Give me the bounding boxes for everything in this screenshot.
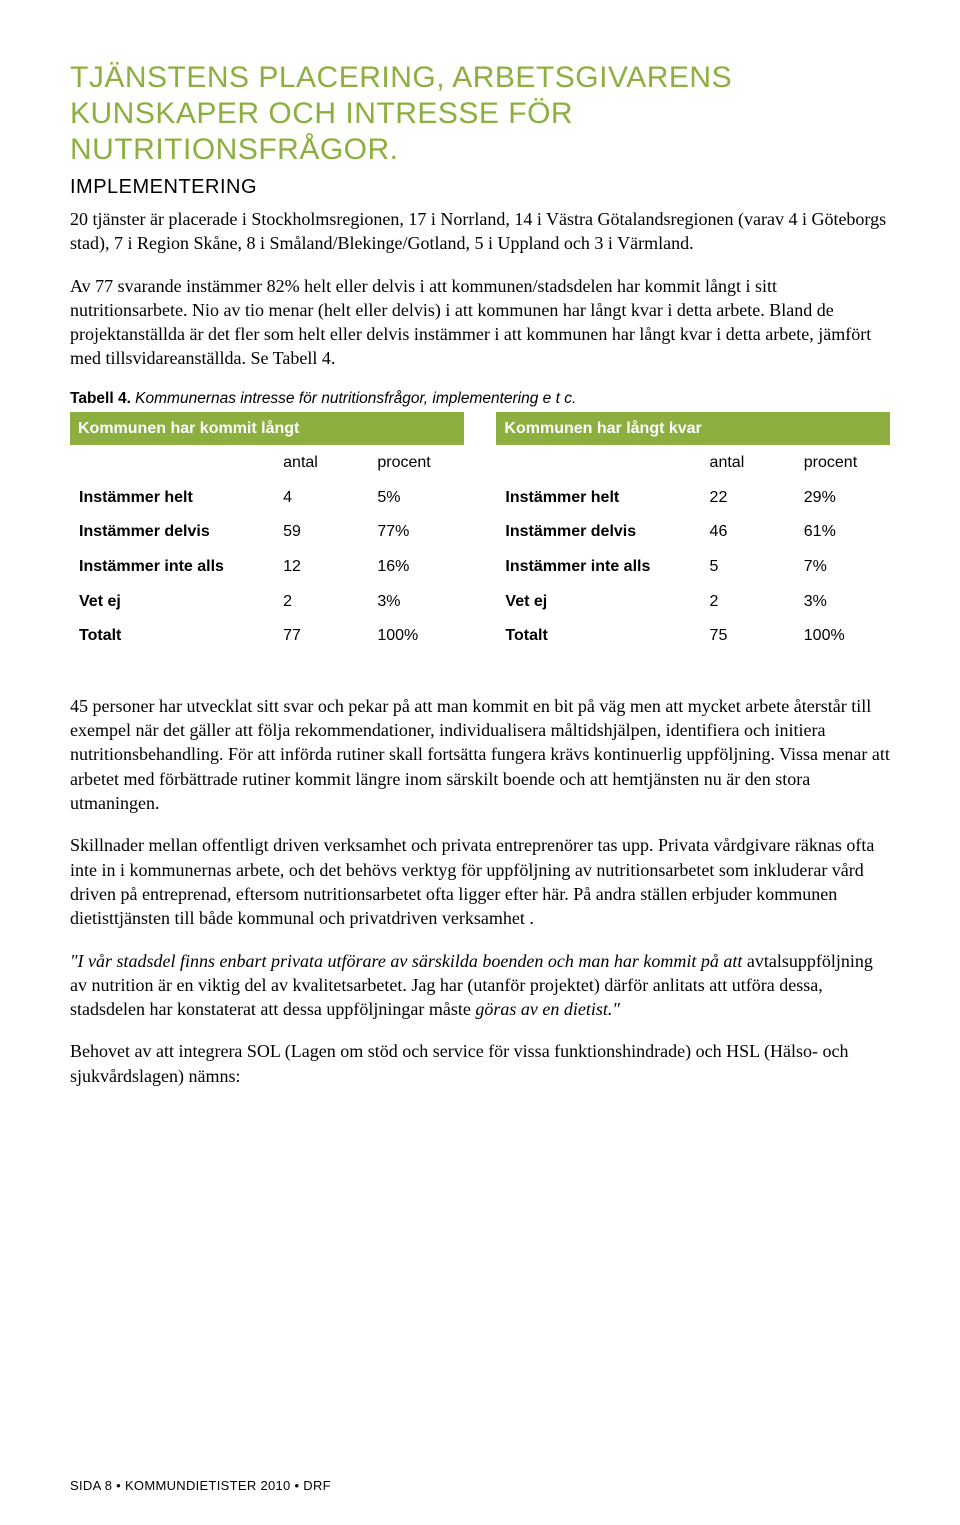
quote-italic-close: göras av en dietist.": [471, 999, 620, 1019]
table-cell: 29%: [795, 480, 889, 515]
table-header-cell: antal: [701, 446, 795, 481]
page-footer: SIDA 8 • KOMMUNDIETISTER 2010 • DRF: [70, 1477, 331, 1495]
table-row: Instämmer helt2229%: [497, 480, 890, 515]
page-title: TJÄNSTENS PLACERING, ARBETSGIVARENS KUNS…: [70, 60, 890, 168]
table-cell: 61%: [795, 515, 889, 550]
table-right-title: Kommunen har långt kvar: [496, 412, 890, 446]
table-caption: Tabell 4. Kommunernas intresse för nutri…: [70, 389, 890, 410]
table-cell: 5: [701, 550, 795, 585]
table-cell: 3%: [795, 584, 889, 619]
table-row: Instämmer inte alls1216%: [71, 550, 464, 585]
table-cell: 2: [275, 584, 369, 619]
table-cell: Instämmer delvis: [497, 515, 701, 550]
table-row: Instämmer delvis4661%: [497, 515, 890, 550]
table-cell: Instämmer helt: [497, 480, 701, 515]
paragraph-stats: Av 77 svarande instämmer 82% helt eller …: [70, 274, 890, 371]
table-row: Instämmer inte alls57%: [497, 550, 890, 585]
table-cell: 3%: [369, 584, 463, 619]
table-row: Instämmer helt45%: [71, 480, 464, 515]
table-cell: Totalt: [71, 619, 275, 654]
table-row: Totalt77100%: [71, 619, 464, 654]
paragraph-sol-hsl: Behovet av att integrera SOL (Lagen om s…: [70, 1039, 890, 1088]
table-cell: Instämmer inte alls: [497, 550, 701, 585]
table-right: Kommunen har långt kvar antal procent In…: [496, 412, 890, 654]
table-cell: 100%: [795, 619, 889, 654]
table-cell: 2: [701, 584, 795, 619]
table-cell: 59: [275, 515, 369, 550]
table-cell: Totalt: [497, 619, 701, 654]
table-cell: 4: [275, 480, 369, 515]
table-cell: Instämmer helt: [71, 480, 275, 515]
table-cell: Instämmer inte alls: [71, 550, 275, 585]
table-cell: 16%: [369, 550, 463, 585]
table-header-cell: antal: [275, 446, 369, 481]
table-cell: 7%: [795, 550, 889, 585]
table-header-cell: procent: [795, 446, 889, 481]
table-row: Totalt75100%: [497, 619, 890, 654]
table-caption-label: Tabell 4.: [70, 390, 131, 407]
table-cell: 77%: [369, 515, 463, 550]
table-left: Kommunen har kommit långt antal procent …: [70, 412, 464, 654]
table-cell: 77: [275, 619, 369, 654]
table-cell: Instämmer delvis: [71, 515, 275, 550]
section-subheading: IMPLEMENTERING: [70, 174, 890, 201]
table-cell: 46: [701, 515, 795, 550]
table-header-cell: [497, 446, 701, 481]
tables-container: Kommunen har kommit långt antal procent …: [70, 412, 890, 654]
table-cell: Vet ej: [71, 584, 275, 619]
paragraph-quote: "I vår stadsdel finns enbart privata utf…: [70, 949, 890, 1022]
table-row: Instämmer delvis5977%: [71, 515, 464, 550]
table-right-grid: antal procent Instämmer helt2229%Instämm…: [496, 445, 890, 654]
paragraph-diff: Skillnader mellan offentligt driven verk…: [70, 833, 890, 930]
table-cell: Vet ej: [497, 584, 701, 619]
table-cell: 75: [701, 619, 795, 654]
table-row: Vet ej23%: [497, 584, 890, 619]
table-caption-text: Kommunernas intresse för nutritionsfrågo…: [131, 390, 576, 407]
quote-italic-open: "I vår stadsdel finns enbart privata utf…: [70, 951, 742, 971]
table-row: Vet ej23%: [71, 584, 464, 619]
table-header-cell: [71, 446, 275, 481]
table-cell: 12: [275, 550, 369, 585]
paragraph-intro: 20 tjänster är placerade i Stockholmsreg…: [70, 207, 890, 256]
table-left-title: Kommunen har kommit långt: [70, 412, 464, 446]
table-cell: 100%: [369, 619, 463, 654]
paragraph-dev: 45 personer har utvecklat sitt svar och …: [70, 694, 890, 815]
table-left-grid: antal procent Instämmer helt45%Instämmer…: [70, 445, 464, 654]
table-cell: 5%: [369, 480, 463, 515]
table-header-cell: procent: [369, 446, 463, 481]
table-cell: 22: [701, 480, 795, 515]
